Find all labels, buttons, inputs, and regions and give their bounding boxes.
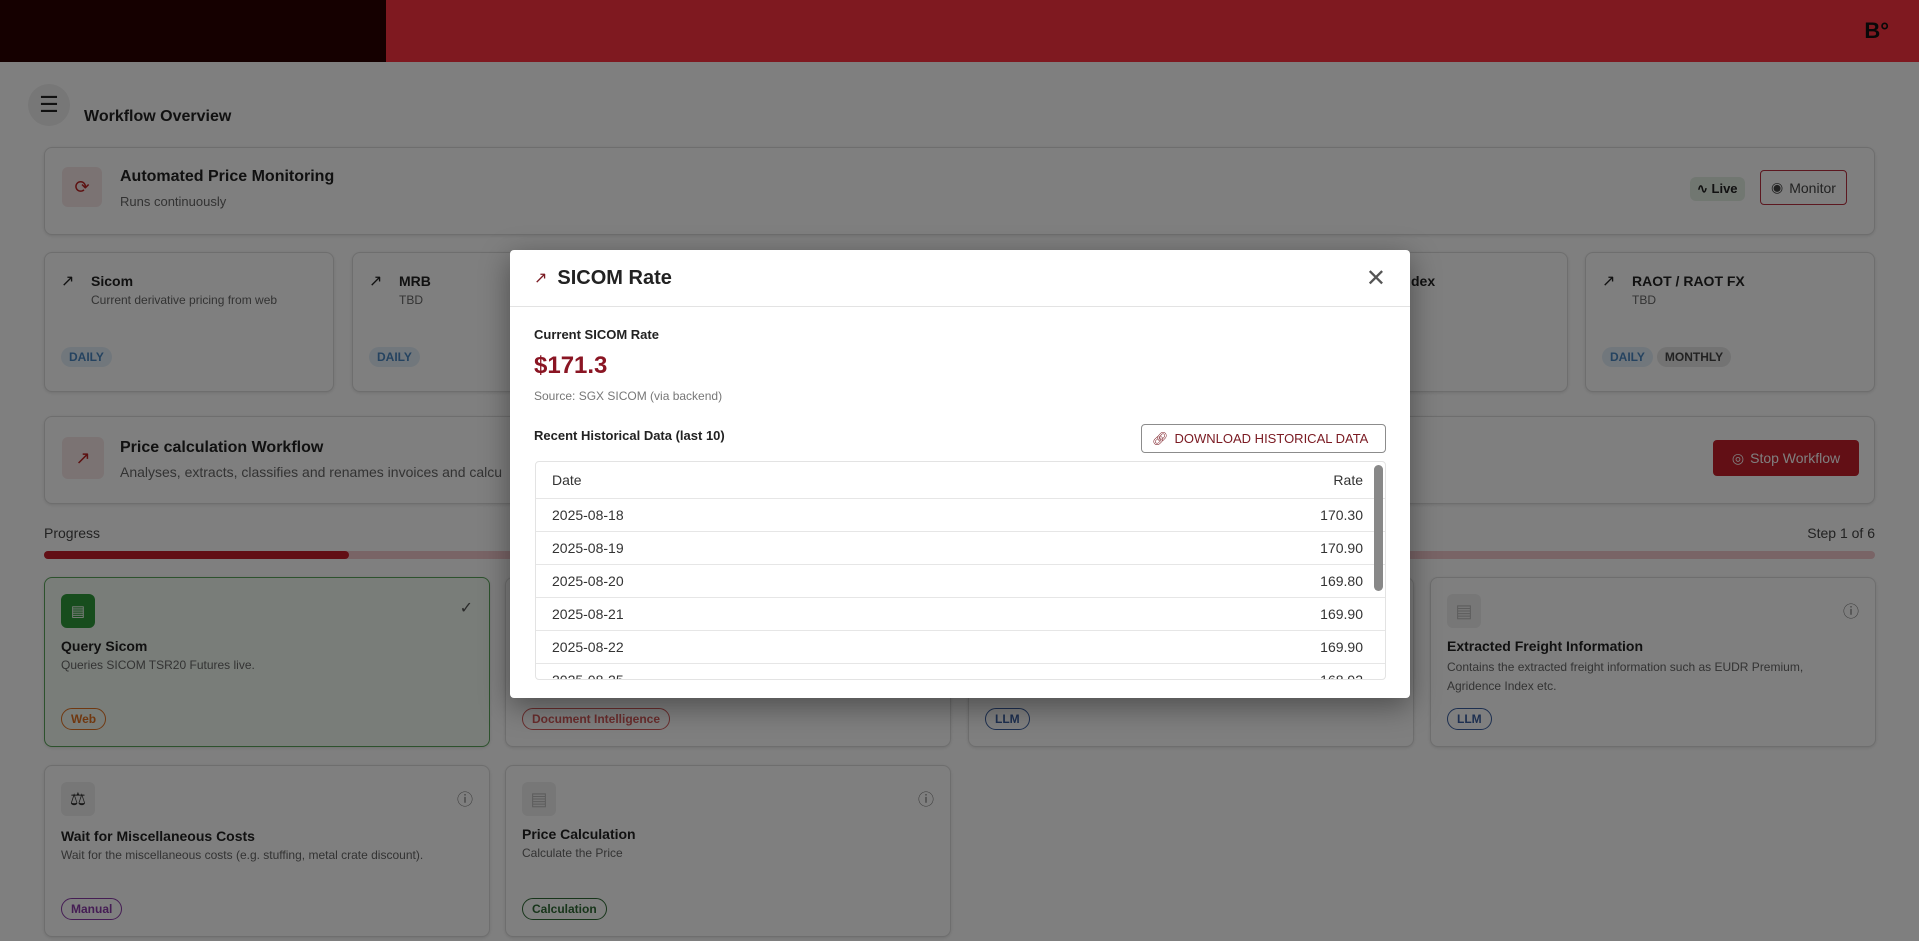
rate-cell: 170.90: [1012, 531, 1385, 565]
rate-cell: 169.90: [1012, 597, 1385, 631]
table-row: 2025-08-21 169.90: [536, 597, 1385, 631]
dialog-title: SICOM Rate: [557, 266, 672, 289]
rate-cell: 169.90: [1012, 630, 1385, 664]
rate-cell: 170.30: [1012, 498, 1385, 532]
date-cell: 2025-08-18: [536, 498, 1013, 532]
date-cell: 2025-08-20: [536, 564, 1013, 598]
date-cell: 2025-08-21: [536, 597, 1013, 631]
date-cell: 2025-08-22: [536, 630, 1013, 664]
rate-cell: 169.80: [1012, 564, 1385, 598]
date-cell: 2025-08-19: [536, 531, 1013, 565]
history-label: Recent Historical Data (last 10): [534, 428, 725, 443]
download-historical-data-button[interactable]: 🔗︎ DOWNLOAD HISTORICAL DATA: [1141, 424, 1386, 453]
table-header-row: Date Rate: [536, 462, 1385, 499]
table-row: 2025-08-18 170.30: [536, 498, 1385, 532]
table-row: 2025-08-19 170.90: [536, 531, 1385, 565]
column-header-rate: Rate: [1012, 462, 1385, 499]
download-label: DOWNLOAD HISTORICAL DATA: [1174, 431, 1369, 446]
table-row: 2025-08-20 169.80: [536, 564, 1385, 598]
table-row: 2025-08-25 168.92: [536, 663, 1385, 679]
sicom-rate-dialog: ↗ SICOM Rate ✕ Current SICOM Rate $171.3…: [510, 250, 1410, 698]
rate-source: Source: SGX SICOM (via backend): [534, 389, 723, 403]
table-row: 2025-08-22 169.90: [536, 630, 1385, 664]
history-table[interactable]: Date Rate 2025-08-18 170.30 2025-08-19 170.9…: [535, 461, 1386, 680]
column-header-date: Date: [536, 462, 1013, 499]
trending-up-icon: ↗: [534, 270, 548, 287]
close-icon[interactable]: ✕: [1365, 264, 1386, 292]
scrollbar-thumb[interactable]: [1374, 465, 1383, 591]
link-icon: 🔗︎: [1152, 430, 1169, 446]
current-rate-value: $171.3: [534, 352, 608, 379]
rate-cell: 168.92: [1012, 663, 1385, 679]
current-rate-label: Current SICOM Rate: [534, 327, 659, 342]
date-cell: 2025-08-25: [536, 663, 1013, 679]
